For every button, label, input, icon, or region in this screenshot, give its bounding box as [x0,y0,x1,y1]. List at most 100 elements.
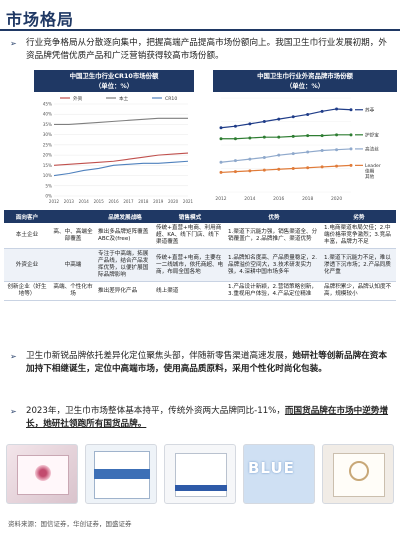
x-tick-label: 2019 [153,199,164,204]
series-line [53,160,189,177]
y-tick-label: 30% [43,132,52,137]
table-row: 外资企业 中高端 专注于中高端，拓展产品线，结合产品发挥优势，以便扩展国际品牌影… [4,248,396,282]
data-point [248,157,252,161]
page-title: 市场格局 [6,10,75,29]
series-line [54,117,188,125]
data-point [233,170,237,174]
legend-label: 外资 [73,95,83,102]
series-line [220,164,352,174]
bullet-2: ➢ 卫生巾新锐品牌依托差异化定位聚焦头部，伴随新零售渠道高速发展，她研社等创新品… [10,350,394,376]
x-tick-label: 2015 [94,199,105,204]
cr10-chart: 中国卫生巾行业CR10市场份额 （单位：%） 外资 本土 CR10 0% 5% 10% 15… [34,70,194,212]
source-note: 资料来源：国信证券，华创证券，国盛证券 [8,520,132,528]
data-point [306,134,310,138]
bullet-3-text-b: 而国货品牌在市场中逆势增长，她研社领跑所有国货品牌。 [26,406,389,429]
bullet-3-text: 2023年，卫生巾市场整体基本持平，传统外资两大品牌同比-11%，而国货品牌在市… [10,405,394,431]
th-sales: 销售模式 [154,210,226,223]
foreign-brand-chart-header: 中国卫生巾行业外资品牌市场份额 （单位：%） [213,70,397,92]
data-point [320,109,324,113]
data-point [277,153,281,157]
data-point [262,120,266,123]
data-point [233,124,237,128]
cell-strategy: 专注于中高端，拓展产品线，结合产品发挥优势，以便扩展国际品牌影响 [96,248,154,282]
th-customer: 面向客户 [4,210,50,223]
cell-customer: 创新企业（好生地等） [4,281,50,301]
ring-icon [349,461,369,481]
product-image [322,444,394,504]
data-point [219,126,223,130]
bullet-1: ➢ 行业竞争格局从分散逐向集中，把握高端产品提高市场份额向上。我国卫生巾行业发展… [10,37,394,63]
cr10-chart-title: 中国卫生巾行业CR10市场份额 [69,72,159,80]
y-tick-label: 0% [45,194,52,199]
arrow-icon: ➢ [10,39,17,48]
data-point [262,168,266,172]
legend-label: 其他 [365,173,375,180]
cell-adv: 1.品牌知名度高、产品质量稳定，2.品牌溢价空间大，3.技术研发实力强，4.深耕… [226,248,322,282]
x-tick-label: 2016 [108,199,119,204]
foreign-brand-chart-title: 中国卫生巾行业外资品牌市场份额 [257,72,353,80]
data-point [335,107,339,111]
x-tick-label: 2013 [64,199,75,204]
product-image [85,444,157,504]
legend-label: 本土 [119,95,129,102]
x-tick-label: 2016 [273,196,284,202]
x-tick-label: 2012 [215,196,226,202]
cr10-chart-header: 中国卫生巾行业CR10市场份额 （单位：%） [34,70,194,92]
x-tick-label: 2020 [168,199,179,204]
legend-label: Leader [365,163,381,169]
data-point [219,160,223,164]
data-point [277,135,281,139]
arrow-icon: ➢ [10,352,17,361]
bullet-3-text-a: 2023年，卫生巾市场整体基本持平，传统外资两大品牌同比-11%， [26,406,285,416]
y-tick-label: 15% [43,163,52,168]
title-rule [0,29,400,31]
cell-sales: 传统+直营+电商，主要在一二线城市，依托商超、电商，布局全国各地 [154,248,226,282]
flower-icon [35,465,51,481]
cell-dis: 1.电商渠道布局欠佳；2.中端价格带竞争激烈；3.竞品丰富，品牌力不足 [322,223,396,249]
x-tick-label: 2014 [79,199,90,204]
y-tick-label: 35% [43,122,52,127]
data-point [248,136,252,140]
data-point [320,148,324,152]
data-point [306,166,310,170]
legend-label: CR10 [165,96,177,102]
data-point [291,152,295,156]
cell-sales: 传统+直营+电商、利用商超、KA、线下门店、线下渠道覆盖 [154,223,226,249]
cell-customer: 本土企业 [4,223,50,249]
data-point [335,148,339,152]
series-line [221,134,351,140]
legend-label: 佳期 [365,168,375,175]
table-header-row: 面向客户 品牌发展战略 销售模式 优势 劣势 [4,210,396,223]
cell-sales: 线上渠道 [154,281,226,301]
data-point [335,133,339,137]
data-point [262,156,266,160]
data-point [219,170,223,174]
table-row: 创新企业（好生地等） 高端、个性化市场 推出差异化产品 线上渠道 1.产品设计新… [4,281,396,301]
cell-sub: 中高端 [50,248,96,282]
x-tick-label: 2021 [183,199,194,204]
series-line [220,108,352,129]
y-tick-label: 40% [43,112,52,117]
table-row: 本土企业 高、中、高端全部覆盖 推出多品牌矩阵覆盖ABC及(free) 传统+直… [4,223,396,249]
cell-strategy: 推出差异化产品 [96,281,154,301]
data-point [248,169,252,173]
data-point [306,112,310,116]
data-point [320,165,324,169]
y-tick-label: 25% [43,142,52,147]
cell-customer: 外资企业 [4,248,50,282]
y-tick-label: 10% [43,173,52,178]
data-point [262,135,266,139]
th-adv: 优势 [226,210,322,223]
cell-strategy: 推出多品牌矩阵覆盖ABC及(free) [96,223,154,249]
data-point [349,147,353,151]
data-point [349,108,353,112]
th-dis: 劣势 [322,210,396,223]
brand-comparison-table: 面向客户 品牌发展战略 销售模式 优势 劣势 本土企业 高、中、高端全部覆盖 推… [4,210,396,301]
data-point [219,137,223,141]
x-tick-label: 2018 [138,199,149,204]
x-tick-label: 2018 [302,196,313,202]
legend-label: 护舒宝 [365,132,379,139]
x-tick-label: 2020 [331,196,342,202]
data-point [233,137,237,141]
